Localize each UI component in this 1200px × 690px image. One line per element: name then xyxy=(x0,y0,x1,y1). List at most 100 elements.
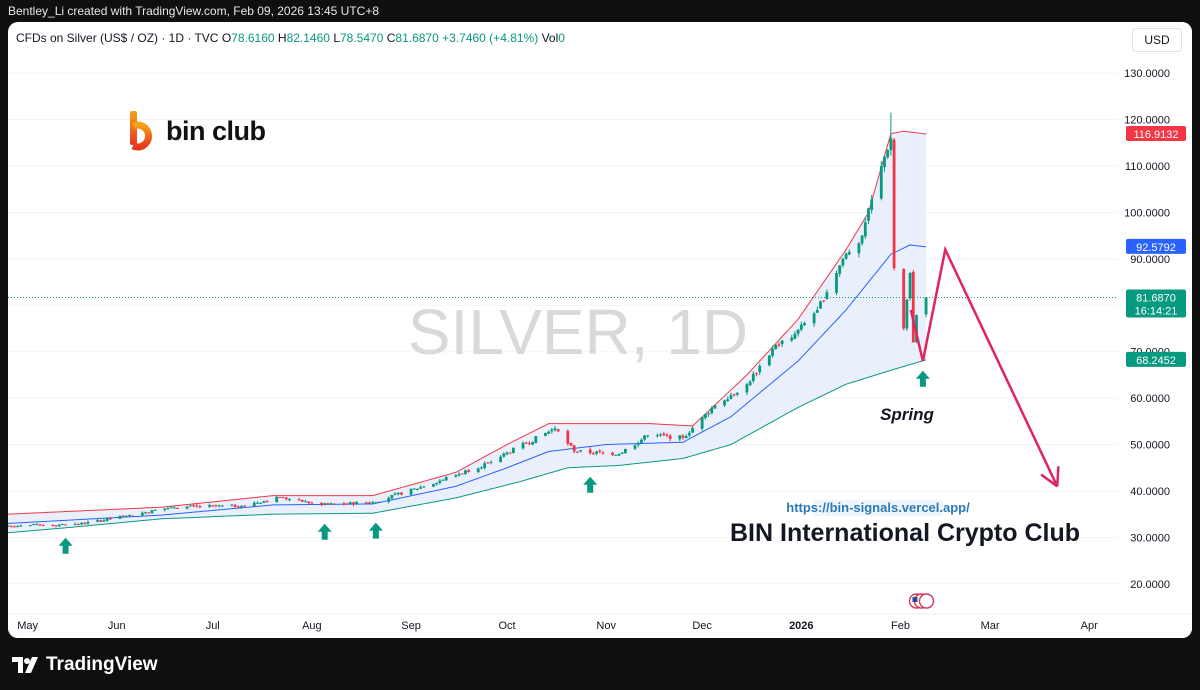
candle-body xyxy=(412,488,416,490)
candle-body xyxy=(105,518,109,521)
candle-body xyxy=(214,505,218,507)
close-label: C xyxy=(386,31,396,45)
time-axis-tick: Mar xyxy=(981,620,1000,632)
candle-body xyxy=(639,439,643,444)
chart-panel[interactable]: SILVER, 1D Spring https://bin-signals.verc… xyxy=(8,22,1192,638)
candle-body xyxy=(668,435,672,439)
candle-body xyxy=(684,436,688,439)
candle-body xyxy=(320,502,323,505)
candle-body xyxy=(598,450,602,452)
candle-body xyxy=(528,443,531,445)
candle-body xyxy=(32,524,35,526)
candle-body xyxy=(355,501,359,505)
change-value: +3.7460 (+4.81%) xyxy=(442,31,539,45)
candle-body xyxy=(438,480,442,484)
price-axis-bg xyxy=(1118,22,1192,638)
candle-body xyxy=(889,138,893,151)
candle-body xyxy=(534,436,538,443)
candle-body xyxy=(8,525,10,527)
candle-body xyxy=(572,445,576,452)
candle-body xyxy=(886,150,890,158)
candle-body xyxy=(867,208,870,221)
candle-body xyxy=(777,344,781,346)
candle-body xyxy=(288,499,291,501)
candle-body xyxy=(64,524,67,526)
candle-body xyxy=(368,502,371,504)
candle-body xyxy=(38,524,42,526)
candle-body xyxy=(553,428,557,431)
candle-body xyxy=(432,484,435,487)
candle-body xyxy=(387,497,391,502)
candle-body xyxy=(374,502,378,504)
candle-body xyxy=(735,392,739,395)
candle-body xyxy=(198,506,202,508)
candle-body xyxy=(310,502,314,504)
candle-body xyxy=(883,156,886,168)
symbol-name: CFDs on Silver (US$ / OZ) · 1D · TVC xyxy=(16,31,219,45)
candle-body xyxy=(217,505,221,507)
candle-body xyxy=(505,452,509,455)
candle-body xyxy=(457,473,461,476)
candle-body xyxy=(489,461,493,463)
time-axis-tick: Sep xyxy=(401,620,421,632)
price-axis-tick: 100.0000 xyxy=(1124,207,1170,219)
candle-body xyxy=(332,503,336,505)
price-axis-tick: 20.0000 xyxy=(1130,579,1170,591)
candle-body xyxy=(83,522,87,524)
candle-body xyxy=(211,505,215,507)
candle-body xyxy=(825,292,829,300)
candle-body xyxy=(665,434,669,436)
time-axis-tick: Oct xyxy=(498,620,515,632)
candle-body xyxy=(502,453,506,457)
candle-body xyxy=(713,405,717,409)
candle-body xyxy=(256,502,259,504)
entry-arrow xyxy=(909,309,925,362)
high-label: H xyxy=(277,31,287,45)
projection-arrowhead xyxy=(1040,473,1058,488)
candle-body xyxy=(620,452,624,454)
tradingview-logo[interactable]: TradingView xyxy=(12,654,158,676)
candle-body xyxy=(57,524,61,527)
candle-body xyxy=(799,324,803,330)
price-label-value: 68.2452 xyxy=(1136,355,1176,367)
candle-body xyxy=(480,467,483,469)
time-axis-tick: May xyxy=(17,620,38,632)
currency-selector[interactable]: USD xyxy=(1132,28,1182,52)
candle-body xyxy=(262,501,266,503)
candle-body xyxy=(99,520,103,522)
time-axis-tick: Jul xyxy=(206,620,220,632)
tradingview-logo-icon xyxy=(12,657,38,673)
price-chart[interactable]: SILVER, 1D Spring https://bin-signals.verc… xyxy=(8,22,1192,638)
candle-body xyxy=(192,505,195,507)
open-value: 78.6160 xyxy=(231,31,275,45)
low-value: 78.5470 xyxy=(340,31,384,45)
close-value: 81.6870 xyxy=(395,31,439,45)
candle-body xyxy=(195,505,199,507)
candle-body xyxy=(284,497,288,500)
candle-body xyxy=(467,470,471,472)
candle-body xyxy=(307,501,311,504)
candle-body xyxy=(41,524,45,526)
candle-body xyxy=(393,493,397,495)
candle-body xyxy=(646,435,650,437)
candle-body xyxy=(35,523,39,525)
attribution-text: Bentley_Li created with TradingView.com,… xyxy=(8,4,379,18)
candle-body xyxy=(611,452,614,456)
candle-body xyxy=(252,502,256,507)
time-axis-tick: 2026 xyxy=(789,620,813,632)
price-axis-tick: 50.0000 xyxy=(1130,440,1170,452)
candle-body xyxy=(19,525,23,527)
candle-body xyxy=(131,515,135,517)
candle-body xyxy=(409,488,413,495)
candle-body xyxy=(745,384,749,393)
candle-body xyxy=(172,507,176,509)
price-axis-tick: 40.0000 xyxy=(1130,486,1170,498)
candle-body xyxy=(659,434,662,436)
price-axis-tick: 120.0000 xyxy=(1124,115,1170,127)
candle-body xyxy=(16,526,19,528)
candle-body xyxy=(80,522,83,525)
price-label-value: 116.9132 xyxy=(1133,129,1178,141)
candle-body xyxy=(847,252,851,255)
price-axis-tick: 90.0000 xyxy=(1130,254,1170,266)
candle-body xyxy=(352,502,355,505)
